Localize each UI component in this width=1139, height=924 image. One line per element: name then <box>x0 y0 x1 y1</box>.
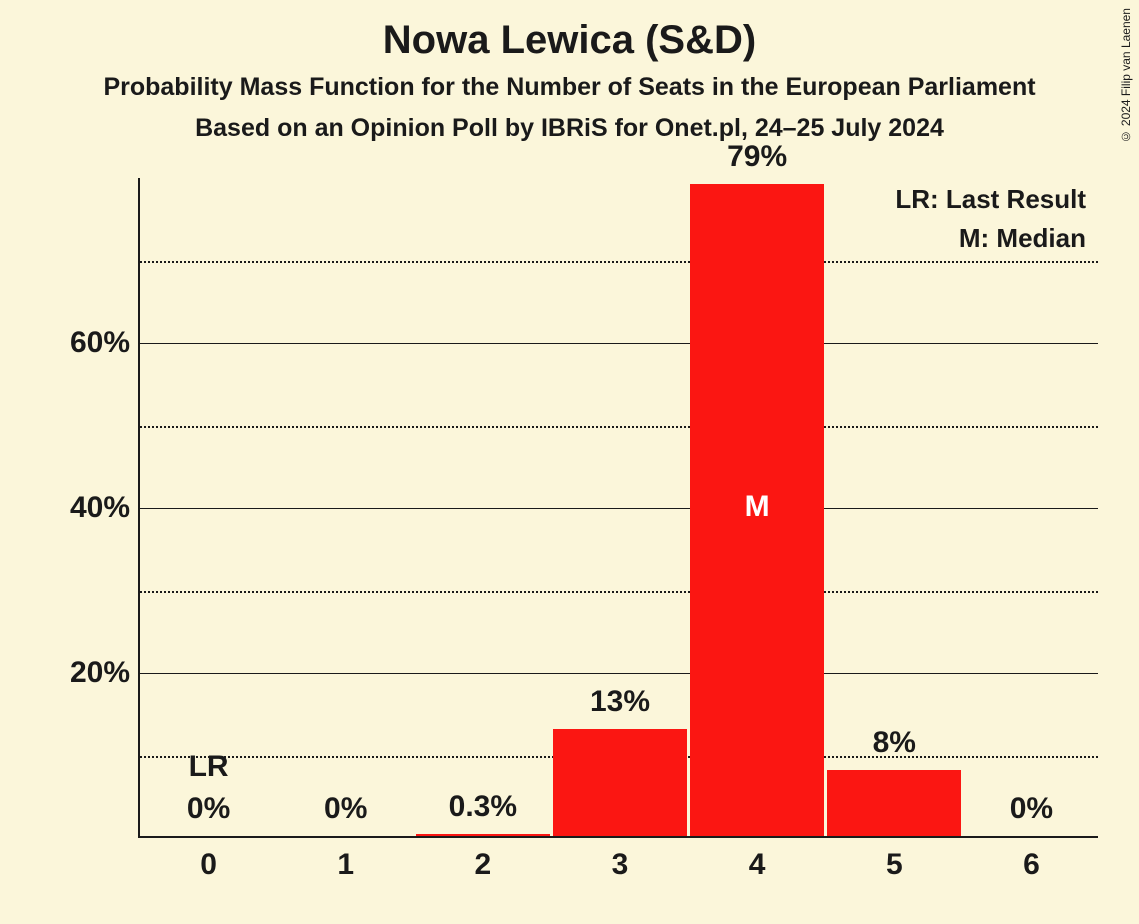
gridline-minor <box>140 261 1098 263</box>
y-tick-label: 40% <box>40 491 130 525</box>
bar <box>416 834 550 836</box>
legend-lr: LR: Last Result <box>895 184 1086 215</box>
bar-value-label: 0% <box>1010 792 1053 826</box>
median-marker: M <box>745 490 770 524</box>
chart-subtitle-2: Based on an Opinion Poll by IBRiS for On… <box>0 114 1139 143</box>
bar-value-label: 8% <box>873 726 916 760</box>
x-tick-label: 1 <box>337 848 354 882</box>
gridline-major <box>140 508 1098 509</box>
gridline-major <box>140 673 1098 674</box>
bar <box>827 770 961 836</box>
gridline-minor <box>140 426 1098 428</box>
x-tick-label: 3 <box>612 848 629 882</box>
x-tick-label: 5 <box>886 848 903 882</box>
x-tick-label: 6 <box>1023 848 1040 882</box>
chart-area: LR: Last Result M: Median 20%40%60%0%LR0… <box>40 178 1115 898</box>
y-tick-label: 20% <box>40 656 130 690</box>
legend-m: M: Median <box>895 223 1086 254</box>
bar-value-label: 0.3% <box>449 790 517 824</box>
x-tick-label: 2 <box>475 848 492 882</box>
lr-marker: LR <box>189 750 229 784</box>
bar-value-label: 0% <box>187 792 230 826</box>
x-tick-label: 0 <box>200 848 217 882</box>
bar-value-label: 79% <box>727 140 787 174</box>
gridline-major <box>140 343 1098 344</box>
plot-region: LR: Last Result M: Median 20%40%60%0%LR0… <box>138 178 1098 838</box>
bar-value-label: 0% <box>324 792 367 826</box>
y-tick-label: 60% <box>40 326 130 360</box>
bar <box>553 729 687 836</box>
x-tick-label: 4 <box>749 848 766 882</box>
chart-titles: Nowa Lewica (S&D) Probability Mass Funct… <box>0 0 1139 143</box>
chart-title: Nowa Lewica (S&D) <box>0 18 1139 63</box>
bar-value-label: 13% <box>590 685 650 719</box>
chart-legend: LR: Last Result M: Median <box>895 184 1086 262</box>
gridline-minor <box>140 591 1098 593</box>
chart-subtitle-1: Probability Mass Function for the Number… <box>0 73 1139 102</box>
credit-text: © 2024 Filip van Laenen <box>1119 8 1133 143</box>
